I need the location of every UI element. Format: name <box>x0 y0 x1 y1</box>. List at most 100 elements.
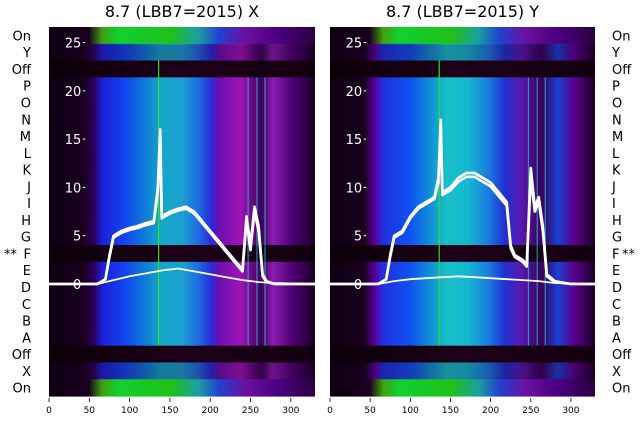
x-tick-label: 200 <box>482 406 499 416</box>
row-label: D <box>21 281 31 296</box>
heatmap-row <box>49 127 315 146</box>
heatmap-row <box>49 295 315 313</box>
heatmap-row <box>49 345 315 364</box>
row-label: K <box>22 164 31 179</box>
row-label: P <box>612 80 620 95</box>
row-label: M <box>612 130 623 145</box>
y-tick-label: 10 <box>65 181 82 196</box>
heatmap-row <box>330 362 595 380</box>
row-label: C <box>22 298 31 313</box>
row-label: Off <box>612 348 632 363</box>
heatmap-row <box>49 94 315 112</box>
heatmap-row <box>49 144 315 162</box>
series-line-3 <box>49 267 316 285</box>
heatmap-row <box>330 245 595 263</box>
heatmap-row <box>330 328 595 347</box>
heatmap-row <box>330 228 595 246</box>
row-label: On <box>13 29 31 44</box>
heatmap-row <box>49 261 315 280</box>
heatmap-row <box>330 295 595 313</box>
heatmap-row <box>49 228 315 246</box>
y-tick-label: 5 <box>73 230 81 245</box>
row-label: J <box>611 180 616 195</box>
y-tick-label: 15 <box>65 133 82 148</box>
row-label: H <box>612 214 622 229</box>
row-label: A <box>22 331 31 346</box>
row-label: X <box>22 365 31 380</box>
heatmap-row <box>49 362 315 380</box>
row-label: O <box>612 96 622 111</box>
x-tick-label: 300 <box>562 406 579 416</box>
row-label: B <box>22 315 31 330</box>
row-label: N <box>21 113 31 128</box>
row-label: M <box>20 130 31 145</box>
x-tick-label: 0 <box>327 406 333 416</box>
row-label: B <box>612 315 621 330</box>
series-line-2 <box>49 137 315 286</box>
row-label: A <box>612 331 621 346</box>
row-label: Off <box>12 348 32 363</box>
row-label: Off <box>12 63 32 78</box>
x-tick-label: 300 <box>282 406 299 416</box>
row-label: F <box>612 247 619 262</box>
heatmap-row <box>49 245 315 263</box>
y-tick-label: 20 <box>65 85 82 100</box>
row-label: I <box>27 197 31 212</box>
x-tick-label: 150 <box>161 406 178 416</box>
heatmap-row <box>330 110 595 129</box>
chart-title: 8.7 (LBB7=2015) Y <box>386 2 539 21</box>
row-label: On <box>612 382 630 397</box>
series-line-3 <box>330 275 596 285</box>
row-label: H <box>21 214 31 229</box>
y-tick-label: 0 <box>354 278 362 293</box>
row-label: L <box>24 147 32 162</box>
x-tick-label: 250 <box>242 406 259 416</box>
row-label: N <box>612 113 622 128</box>
heatmap-row <box>330 27 595 45</box>
x-tick-label: 0 <box>46 406 52 416</box>
y-tick-label: 10 <box>346 181 363 196</box>
heatmap-row <box>49 60 315 78</box>
heatmap-row <box>49 110 315 129</box>
row-label: On <box>13 382 31 397</box>
row-label: Off <box>612 63 632 78</box>
row-label: F <box>24 247 31 262</box>
row-label: G <box>612 231 622 246</box>
row-label: L <box>612 147 620 162</box>
row-label: K <box>612 164 621 179</box>
heatmap-row <box>330 60 595 78</box>
row-marker: ** <box>622 247 636 262</box>
y-tick-label: 5 <box>354 230 362 245</box>
row-label: E <box>612 264 620 279</box>
heatmap-row <box>330 77 595 95</box>
row-label: D <box>612 281 622 296</box>
row-label: On <box>612 29 630 44</box>
row-label: J <box>26 180 31 195</box>
heatmap-row <box>49 379 315 397</box>
y-tick-label: 0 <box>73 278 81 293</box>
heatmap-row <box>49 27 315 45</box>
heatmap-row <box>49 77 315 95</box>
row-label: X <box>612 365 621 380</box>
row-label: O <box>21 96 31 111</box>
x-tick-label: 150 <box>442 406 459 416</box>
series-line-2 <box>330 128 595 286</box>
row-label: P <box>23 80 31 95</box>
row-label: Y <box>611 46 620 61</box>
row-label: G <box>21 231 31 246</box>
x-tick-label: 100 <box>402 406 419 416</box>
heatmap-row <box>330 94 595 112</box>
heatmap-row <box>49 328 315 347</box>
row-label: C <box>612 298 621 313</box>
heatmap-row <box>330 379 595 397</box>
y-tick-label: 20 <box>346 85 363 100</box>
heatmap-row <box>330 345 595 364</box>
heatmap-row <box>49 161 315 179</box>
heatmap-row <box>330 127 595 146</box>
heatmap-row <box>330 43 595 62</box>
row-label: I <box>612 197 616 212</box>
heatmap-row <box>49 43 315 62</box>
x-tick-label: 250 <box>522 406 539 416</box>
